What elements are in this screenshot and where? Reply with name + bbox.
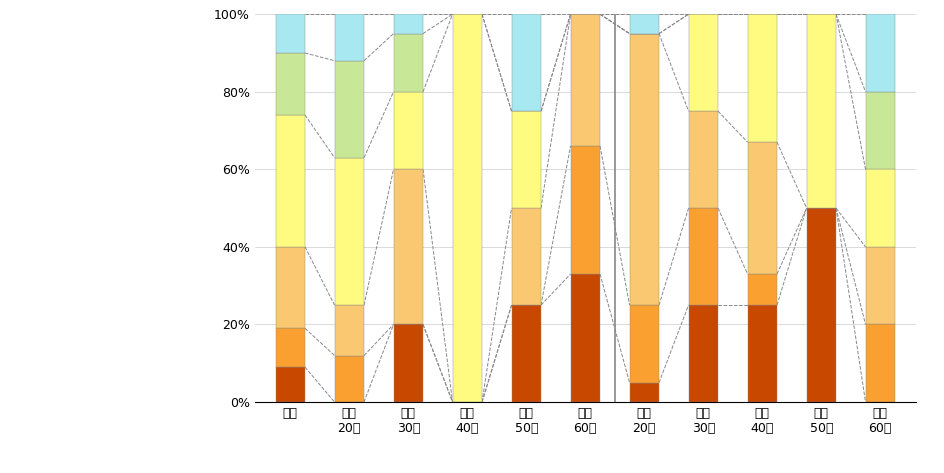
Bar — [630, 383, 659, 402]
Bar — [394, 324, 423, 402]
Bar — [688, 14, 718, 111]
Bar — [748, 142, 777, 274]
Bar — [394, 14, 423, 34]
Bar — [570, 274, 600, 402]
Bar — [276, 367, 305, 402]
Bar — [334, 14, 364, 61]
Bar — [334, 356, 364, 402]
Bar — [394, 169, 423, 324]
Bar — [570, 14, 600, 146]
Bar — [688, 305, 718, 402]
Bar — [748, 14, 777, 142]
Bar — [512, 111, 541, 208]
Bar — [512, 305, 541, 402]
Bar — [334, 158, 364, 305]
Bar — [276, 14, 305, 53]
Bar — [276, 53, 305, 115]
Bar — [512, 14, 541, 111]
Bar — [866, 324, 895, 402]
Bar — [866, 14, 895, 92]
Bar — [866, 247, 895, 324]
Bar — [748, 305, 777, 402]
Bar — [748, 274, 777, 305]
Bar — [866, 92, 895, 169]
Bar — [630, 305, 659, 383]
Bar — [394, 34, 423, 92]
Bar — [630, 34, 659, 305]
Bar — [276, 115, 305, 247]
Bar — [688, 208, 718, 305]
Bar — [512, 208, 541, 305]
Bar — [394, 92, 423, 169]
Bar — [570, 146, 600, 274]
Bar — [334, 61, 364, 158]
Bar — [630, 14, 659, 34]
Bar — [452, 14, 482, 402]
Bar — [688, 111, 718, 208]
Bar — [806, 14, 836, 208]
Bar — [276, 247, 305, 328]
Bar — [806, 208, 836, 402]
Bar — [334, 305, 364, 356]
Bar — [866, 169, 895, 247]
Bar — [276, 328, 305, 367]
